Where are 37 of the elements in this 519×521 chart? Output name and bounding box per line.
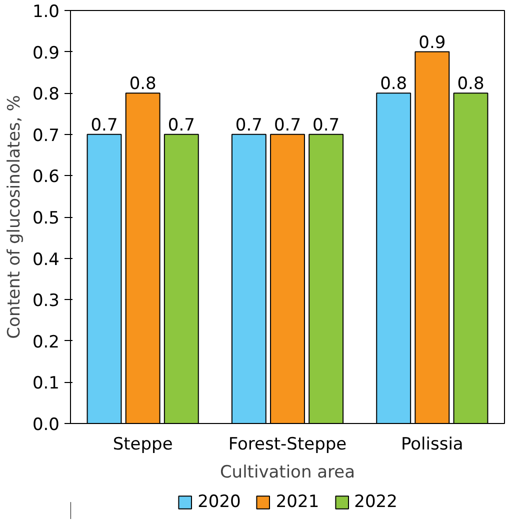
bar	[231, 134, 266, 424]
x-axis-title: Cultivation area	[220, 462, 356, 482]
data-label: 0.7	[312, 115, 340, 136]
y-tick-label: 0.6	[32, 167, 60, 188]
legend-label: 2021	[276, 492, 320, 512]
data-label: 0.7	[235, 115, 262, 136]
x-tick-label: Forest-Steppe	[228, 434, 347, 454]
y-tick-label: 0.3	[32, 291, 60, 312]
bar	[414, 51, 450, 424]
y-tick-label: 0.1	[32, 374, 60, 394]
bar	[453, 92, 488, 424]
bar	[164, 134, 199, 424]
data-label: 0.8	[129, 74, 156, 94]
data-label: 0.7	[274, 115, 302, 136]
data-label: 0.8	[380, 74, 408, 94]
x-tick-label: Steppe	[112, 434, 173, 454]
y-tick-label: 0.4	[32, 250, 60, 270]
y-tick-label: 0.2	[32, 332, 60, 352]
bar	[86, 134, 122, 424]
y-tick-label: 1.0	[32, 2, 60, 22]
y-tick-label: 0.0	[32, 415, 60, 435]
y-axis-title: Content of glucosinolates, %	[4, 95, 24, 339]
data-label: 0.9	[418, 32, 446, 53]
bar	[376, 92, 412, 424]
bar	[270, 134, 305, 424]
data-label: 0.7	[168, 115, 195, 136]
bar	[308, 134, 344, 424]
legend-label: 2020	[198, 492, 241, 512]
y-tick-label: 0.8	[32, 84, 60, 105]
x-tick-label: Polissia	[400, 434, 464, 454]
y-tick-label: 0.9	[32, 43, 60, 64]
y-tick-label: 0.5	[32, 208, 60, 228]
legend-label: 2022	[354, 492, 398, 512]
y-tick-label: 0.7	[32, 126, 60, 146]
bar	[125, 92, 160, 424]
data-label: 0.8	[457, 74, 484, 94]
data-label: 0.7	[90, 115, 118, 136]
